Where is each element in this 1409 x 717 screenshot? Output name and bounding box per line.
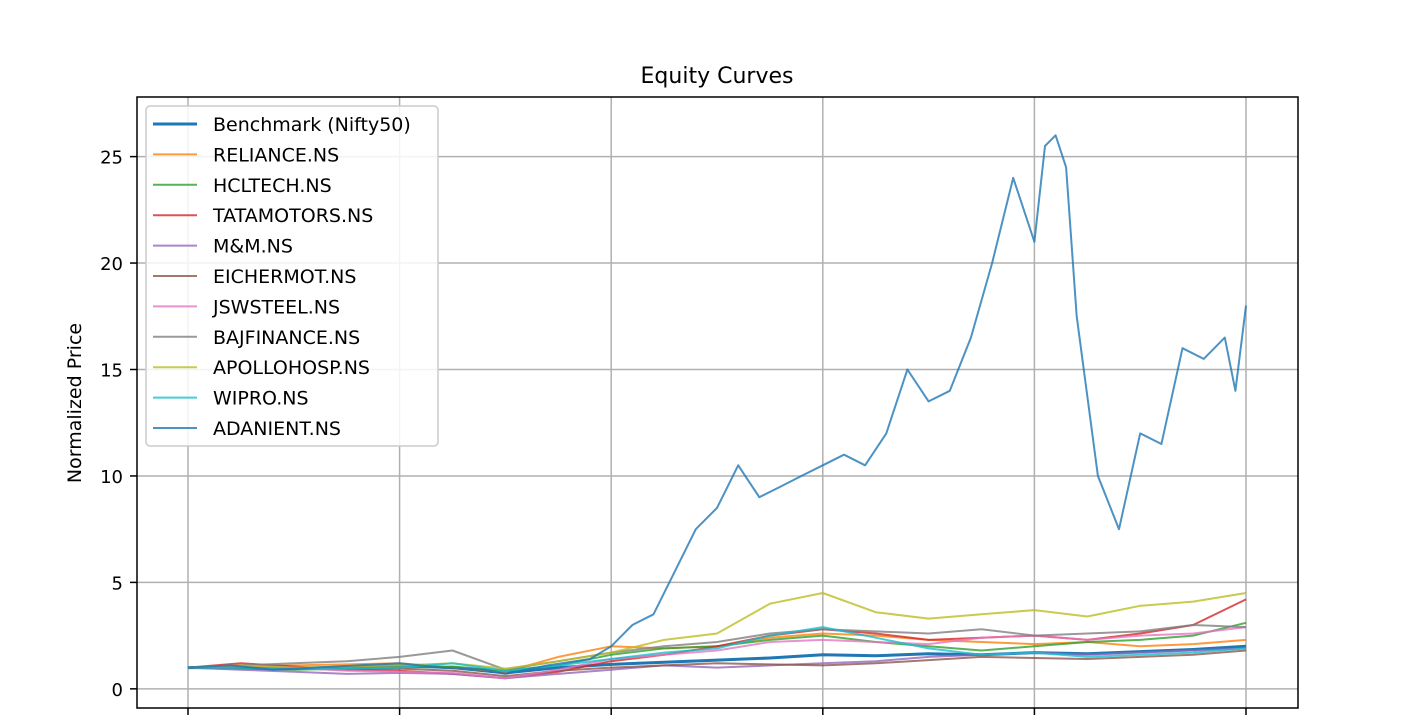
chart-title: Equity Curves xyxy=(641,64,794,89)
y-tick-label: 0 xyxy=(112,680,123,701)
legend-label: Benchmark (Nifty50) xyxy=(213,114,411,136)
series-lines xyxy=(187,134,1247,680)
series-line-6 xyxy=(187,649,1247,678)
legend-box xyxy=(145,105,439,447)
legend-label: APOLLOHOSP.NS xyxy=(213,357,370,379)
y-tick-label: 25 xyxy=(100,148,123,169)
legend: Benchmark (Nifty50) RELIANCE.NS HCLTECH.NS… xyxy=(145,105,439,447)
y-tick-label: 5 xyxy=(112,573,123,594)
series-line-10 xyxy=(188,626,1247,672)
ticks: 0 5 10 15 20 25 xyxy=(100,148,1247,715)
series-line-7 xyxy=(187,626,1247,680)
legend-label: RELIANCE.NS xyxy=(213,144,339,166)
y-tick-label: 15 xyxy=(100,361,123,382)
y-tick-label: 10 xyxy=(100,467,123,488)
y-axis-label: Normalized Price xyxy=(64,323,86,483)
series-line-11 xyxy=(187,134,1247,675)
legend-label: JSWSTEEL.NS xyxy=(212,296,340,318)
axes-frame xyxy=(136,96,1299,709)
legend-label: EICHERMOT.NS xyxy=(213,266,356,288)
series-line-9 xyxy=(187,592,1247,670)
legend-label: HCLTECH.NS xyxy=(213,175,332,197)
legend-label: BAJFINANCE.NS xyxy=(213,327,360,349)
legend-label: WIPRO.NS xyxy=(213,388,309,410)
y-tick-label: 20 xyxy=(100,254,123,275)
legend-label: TATAMOTORS.NS xyxy=(212,205,373,227)
legend-label: ADANIENT.NS xyxy=(213,418,341,440)
series-line-5 xyxy=(187,647,1247,680)
legend-label: M&M.NS xyxy=(213,236,293,258)
series-line-8 xyxy=(187,624,1247,671)
